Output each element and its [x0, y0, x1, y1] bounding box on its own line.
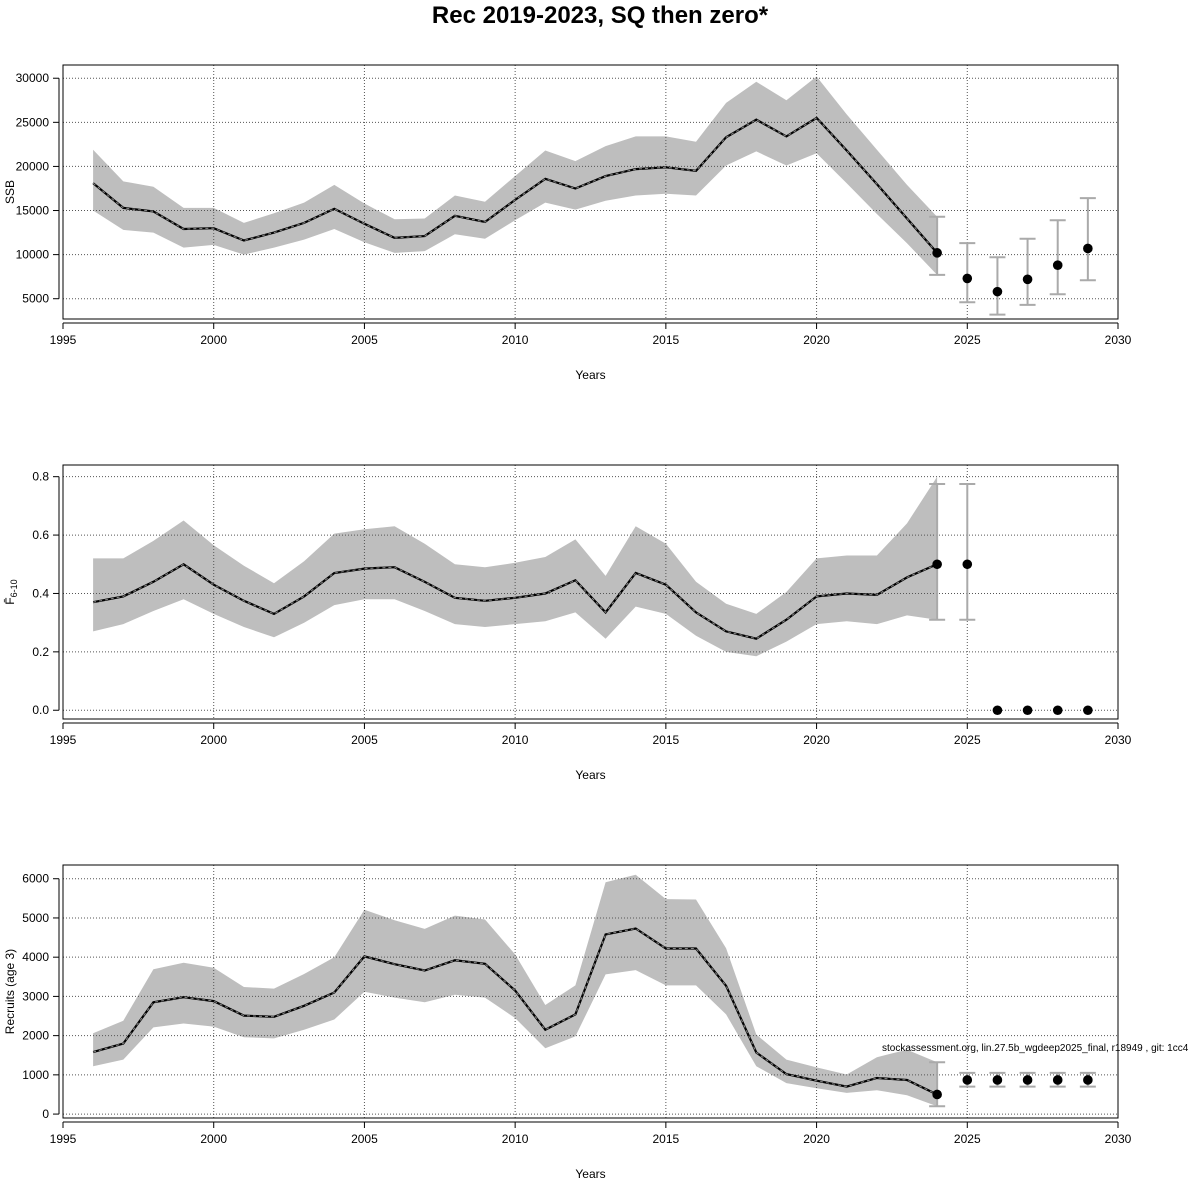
x-tick-label: 2010: [502, 1132, 529, 1146]
x-tick-label: 2015: [653, 333, 680, 347]
x-tick-label: 2005: [351, 733, 378, 747]
forecast-point: [992, 705, 1003, 716]
x-tick-label: 2030: [1105, 333, 1132, 347]
x-tick-label: 1995: [50, 333, 77, 347]
x-tick-label: 2025: [954, 1132, 981, 1146]
plot-frame: [62, 864, 1119, 1119]
panel-3: 1995 2000 2005 2010 2015 2020 2025 2030 0 1000 200…: [3, 864, 1132, 1181]
x-axis-title: Years: [575, 768, 605, 782]
y-tick-label: 5000: [22, 911, 49, 925]
forecast-point: [1022, 1075, 1033, 1085]
estimate-line-dash: [92, 117, 938, 254]
x-tick-label: 2020: [803, 1132, 830, 1146]
y-tick-label: 5000: [22, 292, 49, 306]
forecast-point: [962, 1075, 973, 1085]
x-axis-title: Years: [575, 368, 605, 382]
confidence-band: [93, 476, 938, 657]
x-tick-label: 2005: [351, 333, 378, 347]
y-tick-label: 0: [42, 1107, 49, 1121]
forecast-point: [1052, 705, 1063, 716]
forecast-point: [932, 248, 942, 258]
x-tick-label: 2005: [351, 1132, 378, 1146]
estimate-line-dash: [93, 563, 938, 640]
forecast-point: [992, 1075, 1003, 1085]
forecast-point: [1083, 705, 1093, 716]
x-tick-label: 2025: [954, 733, 981, 747]
panel-2: 1995 2000 2005 2010 2015 2020 2025 2030 0.0 0.2 0.…: [3, 464, 1132, 782]
forecast-point: [962, 559, 973, 570]
x-tick-label: 2000: [200, 1132, 227, 1146]
forecast-point: [932, 559, 942, 570]
y-tick-label: 4000: [22, 950, 49, 964]
y-axis-title-subscript: 6-10: [9, 579, 19, 597]
y-tick-label: 6000: [22, 872, 49, 886]
x-tick-label: 2010: [502, 333, 529, 347]
forecast-point: [1083, 1075, 1093, 1085]
x-tick-label: 2030: [1105, 733, 1132, 747]
y-tick-label: 1000: [22, 1068, 49, 1082]
x-tick-label: 1995: [50, 733, 77, 747]
estimate-line: [92, 927, 938, 1096]
forecast-point: [1083, 243, 1093, 254]
x-tick-label: 2030: [1105, 1132, 1132, 1146]
y-tick-label: 10000: [16, 248, 50, 262]
forecast-point: [992, 286, 1003, 297]
confidence-band: [93, 76, 938, 275]
x-tick-label: 1995: [50, 1132, 77, 1146]
y-tick-label: 25000: [16, 115, 50, 129]
forecast-point: [1052, 260, 1063, 271]
x-tick-label: 2000: [200, 733, 227, 747]
y-tick-label: 2000: [22, 1029, 49, 1043]
y-axis-title: SSB: [3, 180, 17, 204]
x-tick-label: 2020: [803, 733, 830, 747]
x-tick-label: 2015: [653, 1132, 680, 1146]
y-tick-label: 20000: [16, 159, 50, 173]
y-tick-label: 0.2: [32, 645, 49, 659]
x-tick-label: 2015: [653, 733, 680, 747]
forecast-point: [932, 1089, 942, 1100]
forecast-point: [962, 273, 973, 284]
x-tick-label: 2010: [502, 733, 529, 747]
y-tick-label: 0.0: [32, 703, 49, 717]
panel-1: 1995 2000 2005 2010 2015 2020 2025 2030 5000 1000…: [3, 64, 1132, 382]
x-axis-title: Years: [575, 1167, 605, 1181]
y-tick-label: 0.8: [32, 470, 49, 484]
y-tick-label: 3000: [22, 989, 49, 1003]
y-tick-label: 15000: [16, 204, 50, 218]
x-tick-label: 2025: [954, 333, 981, 347]
forecast-point: [1022, 705, 1033, 716]
forecast-point: [1022, 274, 1033, 285]
x-tick-label: 2000: [200, 333, 227, 347]
forecast-point: [1052, 1075, 1063, 1085]
y-tick-label: 30000: [16, 71, 50, 85]
y-axis-title: F̄6-10: [3, 579, 19, 604]
footer-note: stockassessment.org, lin.27.5b_wgdeep202…: [882, 1043, 1189, 1054]
y-tick-label: 0.4: [32, 586, 49, 600]
y-tick-label: 0.6: [32, 528, 49, 542]
plot-frame: [62, 64, 1119, 320]
chart-title: Rec 2019-2023, SQ then zero*: [431, 2, 769, 29]
x-tick-label: 2020: [803, 333, 830, 347]
y-axis-title: Recruits (age 3): [3, 949, 17, 1034]
plot-frame: [62, 464, 1119, 720]
